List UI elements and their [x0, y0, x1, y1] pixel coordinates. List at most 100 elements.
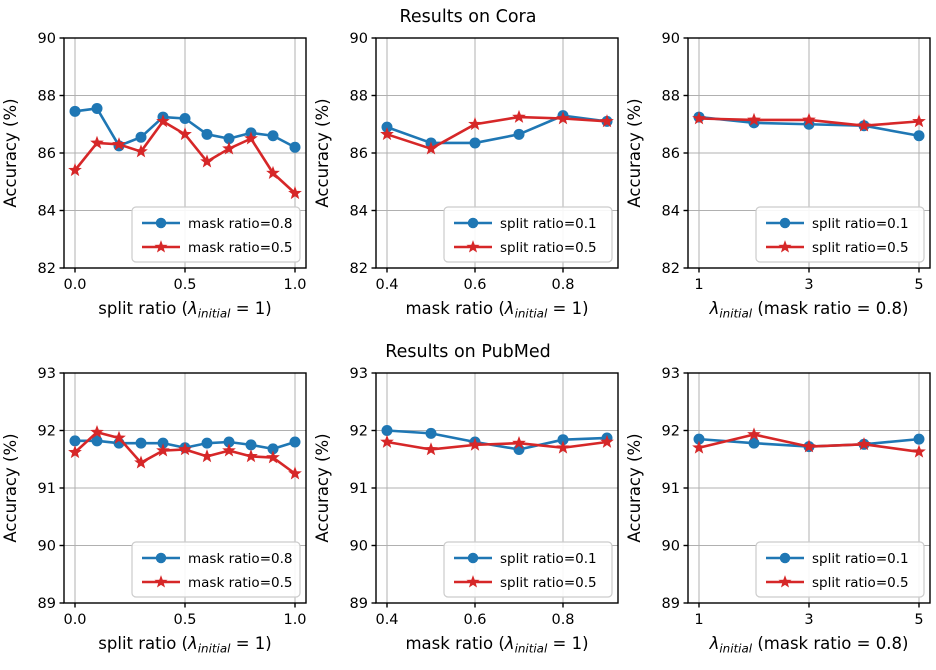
- star-marker: [466, 575, 480, 588]
- circle-marker: [289, 141, 301, 153]
- tick-labels: 1 3 5 89 90 91 92 93: [662, 367, 924, 628]
- star-marker: [68, 163, 82, 177]
- circle-marker: [135, 437, 147, 449]
- legend: split ratio=0.1 split ratio=0.5: [755, 541, 925, 598]
- star-marker: [266, 450, 280, 464]
- chart-pubmed-mask-ratio: 0.4 0.6 0.8 89 90 91 92 93 mask ratio (λinitial …: [312, 367, 624, 670]
- chart-cora-split-ratio: 0.0 0.5 1.0 82 84 86 88 90 split ratio (λinitial…: [0, 32, 312, 335]
- svg-text:0.5: 0.5: [173, 277, 196, 293]
- star-marker: [90, 425, 104, 439]
- chart-pubmed-split-ratio: 0.0 0.5 1.0 89 90 91 92 93 split ratio (λinitial…: [0, 367, 312, 670]
- svg-text:3: 3: [804, 612, 813, 628]
- chart-svg-pubmed-vs-split-ratio: 0.0 0.5 1.0 89 90 91 92 93 split ratio (λinitial…: [1, 367, 307, 656]
- circle-marker: [748, 437, 760, 449]
- star-marker: [288, 466, 302, 480]
- svg-text:82: 82: [38, 261, 56, 277]
- star-marker: [266, 165, 280, 179]
- svg-text:0.6: 0.6: [463, 612, 486, 628]
- legend-label: split ratio=0.5: [812, 240, 909, 256]
- tick-labels: 0.0 0.5 1.0 89 90 91 92 93: [38, 367, 307, 628]
- svg-text:86: 86: [350, 146, 368, 162]
- star-marker: [90, 135, 104, 149]
- svg-text:90: 90: [662, 32, 680, 47]
- star-marker: [156, 114, 170, 128]
- star-marker: [178, 442, 192, 456]
- legend-label: mask ratio=0.5: [188, 575, 292, 591]
- legend-label: mask ratio=0.8: [188, 551, 292, 567]
- svg-text:89: 89: [38, 596, 56, 612]
- svg-text:0.4: 0.4: [375, 612, 398, 628]
- legend-label: mask ratio=0.5: [188, 240, 292, 256]
- circle-marker: [267, 443, 279, 455]
- circle-marker: [223, 436, 235, 448]
- circle-marker: [289, 436, 301, 448]
- circle-marker: [425, 427, 437, 439]
- x-axis-label: mask ratio (λinitial = 1): [405, 299, 588, 321]
- star-marker: [857, 118, 871, 132]
- star-marker: [380, 127, 394, 141]
- svg-text:0.0: 0.0: [63, 277, 86, 293]
- star-marker: [802, 439, 816, 453]
- circle-marker: [91, 102, 103, 114]
- star-marker: [112, 137, 126, 151]
- legend-label: split ratio=0.1: [812, 216, 909, 232]
- svg-text:92: 92: [350, 424, 368, 440]
- circle-marker: [381, 425, 393, 436]
- star-marker: [134, 144, 148, 158]
- legend-label: mask ratio=0.8: [188, 216, 292, 232]
- circle-marker: [469, 137, 481, 149]
- legend-label: split ratio=0.1: [500, 216, 597, 232]
- circle-marker: [155, 552, 167, 564]
- svg-text:1: 1: [694, 277, 703, 293]
- svg-text:86: 86: [38, 146, 56, 162]
- svg-text:91: 91: [38, 481, 56, 497]
- legend-label: split ratio=0.5: [500, 575, 597, 591]
- y-axis-label: Accuracy (%): [1, 98, 20, 207]
- y-axis-label: Accuracy (%): [625, 433, 644, 542]
- circle-marker: [557, 434, 569, 446]
- star-marker: [244, 449, 258, 463]
- series-split-ratio-0.5: [692, 111, 926, 132]
- circle-marker: [223, 133, 235, 145]
- star-marker: [512, 435, 526, 449]
- svg-text:82: 82: [662, 261, 680, 277]
- svg-text:0.4: 0.4: [375, 277, 398, 293]
- legend: split ratio=0.1 split ratio=0.5: [755, 206, 925, 263]
- circle-marker: [201, 128, 213, 140]
- circle-marker: [245, 439, 257, 451]
- circle-marker: [913, 130, 925, 142]
- chart-cora-lambda-initial: 1 3 5 82 84 86 88 90 λinitial (mask ratio = 0.8)…: [624, 32, 936, 335]
- chart-svg-pubmed-vs-lambda-initial: 1 3 5 89 90 91 92 93 λinitial (mask ratio = 0.8)…: [625, 367, 931, 656]
- svg-text:92: 92: [662, 424, 680, 440]
- star-marker: [802, 112, 816, 126]
- y-axis-label: Accuracy (%): [625, 98, 644, 207]
- svg-text:0.6: 0.6: [463, 277, 486, 293]
- svg-text:0.0: 0.0: [63, 612, 86, 628]
- legend-label: split ratio=0.1: [500, 551, 597, 567]
- chart-svg-cora-vs-split-ratio: 0.0 0.5 1.0 82 84 86 88 90 split ratio (λinitial…: [1, 32, 307, 321]
- svg-text:91: 91: [350, 481, 368, 497]
- star-marker: [466, 240, 480, 253]
- svg-text:90: 90: [350, 32, 368, 47]
- star-marker: [222, 141, 236, 155]
- svg-text:92: 92: [38, 424, 56, 440]
- y-axis-label: Accuracy (%): [313, 433, 332, 542]
- y-axis-label: Accuracy (%): [1, 433, 20, 542]
- star-marker: [912, 444, 926, 458]
- svg-text:5: 5: [914, 277, 923, 293]
- chart-pubmed-lambda-initial: 1 3 5 89 90 91 92 93 λinitial (mask ratio = 0.8)…: [624, 367, 936, 670]
- star-marker: [68, 445, 82, 459]
- star-marker: [600, 114, 614, 128]
- star-marker: [692, 440, 706, 454]
- x-axis-label: λinitial (mask ratio = 0.8): [709, 634, 909, 656]
- star-marker: [424, 442, 438, 456]
- circle-marker: [135, 131, 147, 143]
- svg-text:93: 93: [350, 367, 368, 382]
- star-marker: [747, 112, 761, 126]
- series-split-ratio-0.5: [380, 109, 614, 155]
- circle-marker: [267, 130, 279, 142]
- circle-marker: [201, 437, 213, 449]
- svg-text:88: 88: [350, 89, 368, 105]
- star-marker: [912, 114, 926, 128]
